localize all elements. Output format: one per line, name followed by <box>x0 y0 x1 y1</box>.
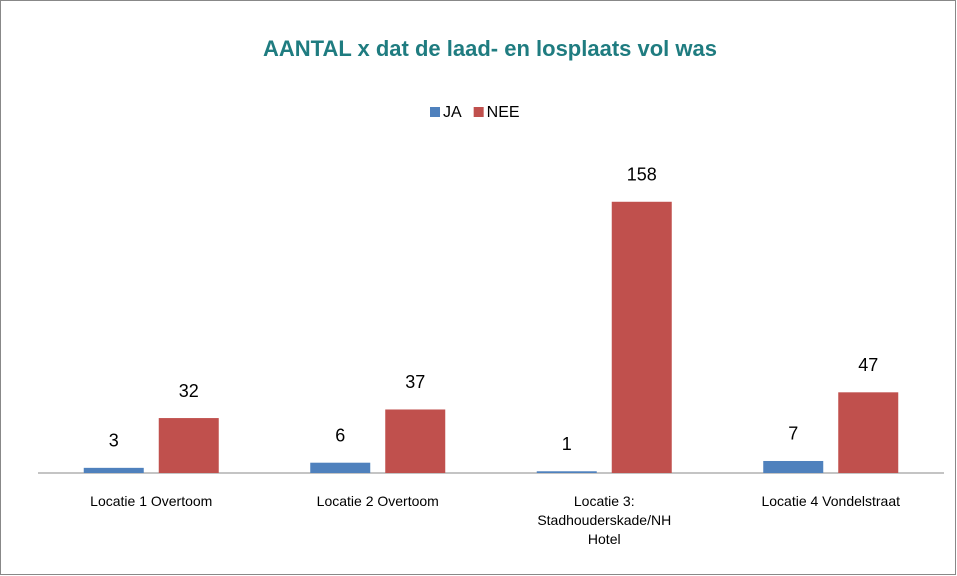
data-label: 1 <box>562 434 572 454</box>
x-tick-label: Locatie 2 Overtoom <box>316 493 439 509</box>
bar <box>536 471 597 473</box>
legend-swatch <box>430 107 440 117</box>
data-label: 158 <box>627 165 657 185</box>
bar <box>838 392 899 473</box>
x-tick-label: Locatie 4 Vondelstraat <box>761 493 901 509</box>
legend-swatch <box>473 107 484 117</box>
data-label: 47 <box>858 355 878 375</box>
bar <box>83 467 144 473</box>
bar <box>385 409 446 473</box>
data-label: 6 <box>335 425 345 445</box>
chart-title: AANTAL x dat de laad- en losplaats vol w… <box>263 36 717 61</box>
bar <box>310 462 371 473</box>
bar <box>611 201 672 473</box>
legend-label: JA <box>443 104 462 121</box>
data-label: 37 <box>405 372 425 392</box>
data-label: 3 <box>109 431 119 451</box>
data-label: 32 <box>179 381 199 401</box>
x-tick-label: Locatie 1 Overtoom <box>90 493 213 509</box>
bar <box>763 460 824 473</box>
legend-label: NEE <box>487 104 520 121</box>
data-label: 7 <box>788 424 798 444</box>
x-tick-label: Locatie 3: Stadhouderskade/NH Hotel <box>537 493 672 547</box>
bar <box>158 418 219 473</box>
